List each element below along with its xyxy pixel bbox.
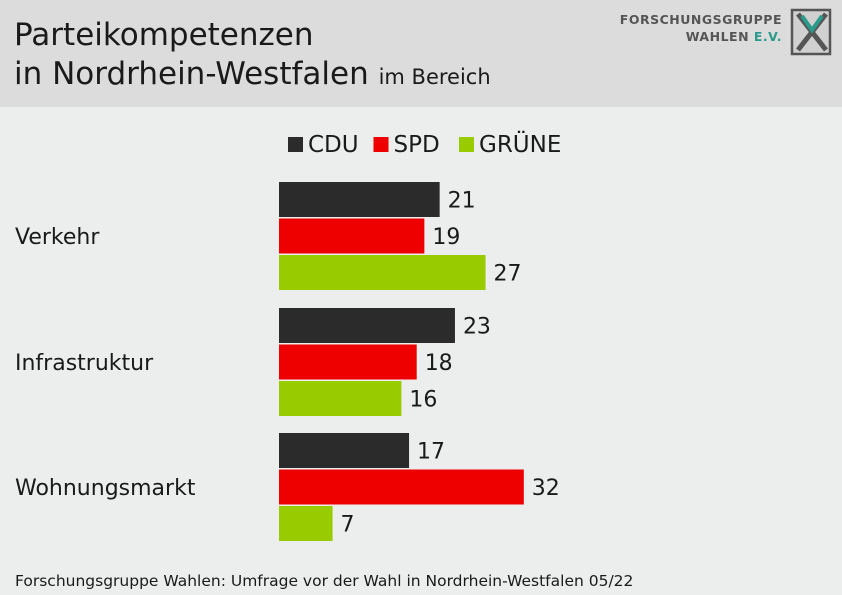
- logo-line-2-suffix: E.V.: [753, 29, 782, 44]
- ballot-cross-icon: [790, 8, 832, 56]
- title-line-2-text: in Nordrhein-Westfalen: [14, 56, 369, 92]
- category-label: Wohnungsmarkt: [15, 476, 196, 501]
- legend-swatch-cdu: [288, 137, 303, 152]
- logo-line-1: FORSCHUNGSGRUPPE: [619, 12, 782, 27]
- title-line-2: in Nordrhein-Westfalen im Bereich: [14, 55, 491, 97]
- bar-chart: CDU SPD GRÜNE Verkehr 21 19 27 Infrastruktur 23 1…: [15, 130, 561, 541]
- category-label: Infrastruktur: [15, 351, 154, 376]
- bar-grüne: [279, 381, 402, 416]
- bar-grüne: [279, 506, 333, 541]
- header-band: Parteikompetenzen in Nordrhein-Westfalen…: [0, 0, 842, 107]
- logo-line-2-main: WAHLEN: [685, 29, 750, 44]
- page-title: Parteikompetenzen in Nordrhein-Westfalen…: [14, 16, 491, 97]
- category-label: Verkehr: [15, 225, 100, 250]
- logo-text: FORSCHUNGSGRUPPE WAHLEN E.V.: [620, 11, 782, 45]
- bar-cdu: [279, 433, 410, 468]
- fgw-logo: FORSCHUNGSGRUPPE WAHLEN E.V.: [620, 8, 834, 56]
- data-label: 7: [341, 513, 355, 538]
- data-label: 16: [409, 388, 437, 413]
- data-label: 19: [432, 225, 460, 250]
- bar-spd: [279, 469, 524, 505]
- title-suffix: im Bereich: [378, 65, 491, 89]
- legend-swatch-spd: [373, 137, 389, 152]
- data-label: 23: [463, 315, 491, 340]
- data-label: 18: [425, 351, 453, 376]
- legend-label-spd: SPD: [394, 132, 440, 158]
- title-line-1: Parteikompetenzen: [14, 17, 314, 53]
- bar-cdu: [279, 308, 455, 343]
- data-label: 21: [448, 189, 476, 214]
- bar-spd: [279, 344, 417, 380]
- bar-grüne: [279, 255, 486, 290]
- data-label: 27: [494, 262, 522, 287]
- source-note: Forschungsgruppe Wahlen: Umfrage vor der…: [15, 572, 634, 590]
- legend-label-cdu: CDU: [308, 132, 359, 158]
- logo-line-2: WAHLEN E.V.: [620, 28, 782, 45]
- legend-label-grüne: GRÜNE: [479, 130, 561, 158]
- data-label: 17: [417, 440, 445, 465]
- bar-spd: [279, 218, 425, 254]
- bar-cdu: [279, 182, 440, 217]
- legend-swatch-grüne: [459, 137, 474, 152]
- data-label: 32: [532, 476, 560, 501]
